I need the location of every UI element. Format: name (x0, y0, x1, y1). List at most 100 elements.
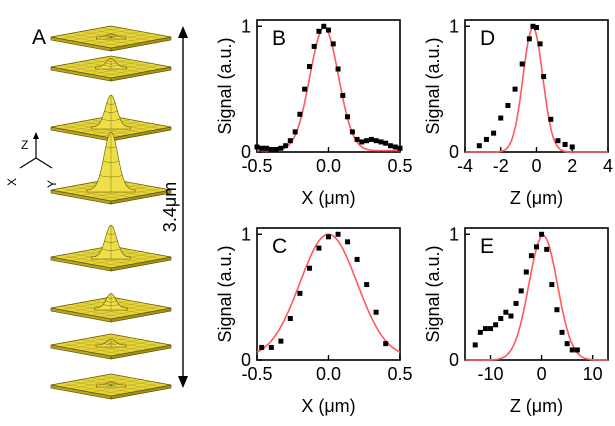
data-point (534, 25, 539, 31)
data-point (569, 347, 575, 353)
data-point (330, 41, 336, 47)
z-axis-arrowhead (33, 132, 39, 139)
x-tick-label: -2 (493, 156, 509, 176)
data-point (283, 143, 289, 149)
data-point (397, 145, 403, 151)
data-point (564, 341, 570, 347)
data-point (523, 269, 529, 275)
data-point (326, 234, 331, 240)
data-point (278, 338, 284, 344)
data-point (278, 145, 284, 151)
x-tick-label: 0.0 (316, 364, 341, 384)
data-point (574, 347, 580, 353)
slice-grid-line (100, 343, 162, 355)
panel-letter: E (480, 235, 494, 258)
data-point (359, 139, 365, 145)
data-point (297, 290, 303, 296)
data-point (287, 316, 293, 322)
data-point (268, 146, 274, 152)
data-point (368, 136, 374, 142)
data-point (383, 140, 389, 146)
data-point (354, 136, 360, 142)
data-point (316, 28, 322, 34)
x-tick-label: 0 (531, 156, 541, 176)
slice-grid-line (100, 188, 162, 200)
data-point (539, 231, 545, 237)
plot-frame (464, 227, 609, 361)
y-tick-label: 1 (241, 224, 251, 244)
plot-d: -4 -2 0 2 4 0 1 Z (μm) Signal (a.u.) D (423, 16, 613, 208)
slice-grid-line (100, 65, 162, 77)
data-point (292, 129, 298, 135)
data-point (316, 245, 322, 251)
data-point (508, 313, 514, 319)
data-point (373, 309, 379, 315)
x-axis-title: X (μm) (301, 188, 355, 208)
x-axis-title: Z (μm) (510, 396, 563, 416)
data-point (387, 143, 393, 149)
data-point (311, 43, 317, 49)
y-tick-label: 1 (449, 16, 459, 36)
data-point (259, 145, 265, 151)
y-axis-title: Signal (a.u.) (423, 245, 443, 342)
data-point (498, 316, 504, 322)
scale-arrow: 3.4μm (160, 26, 188, 388)
slice-grid-line (100, 35, 162, 47)
data-point (273, 146, 279, 152)
data-point (541, 74, 547, 80)
surface-slice (50, 373, 172, 400)
x-tick-label: 0.5 (387, 156, 412, 176)
x-tick-label: 0.5 (387, 364, 412, 384)
data-point (477, 329, 483, 335)
data-point (498, 115, 504, 121)
data-point (349, 129, 355, 135)
slice-grid-line (100, 255, 162, 267)
x-tick-label: -4 (457, 156, 473, 176)
panel-letter: C (272, 235, 287, 258)
data-point (554, 307, 560, 313)
data-point (476, 143, 482, 149)
plot-e: -10 0 10 0 1 Z (μm) Signal (a.u.) E (423, 224, 609, 416)
data-point (493, 322, 499, 328)
z-axis-label: Z (21, 138, 28, 152)
panel-a-letter: A (32, 26, 46, 49)
x-tick-label: 0.0 (316, 156, 341, 176)
plot-c: -0.5 0.0 0.5 0 1 X (μm) Signal (a.u.) C (215, 224, 413, 416)
y-axis-title: Signal (a.u.) (215, 245, 235, 342)
data-point (528, 253, 534, 259)
data-point (530, 23, 536, 29)
data-point (392, 144, 398, 150)
surface-slice (50, 224, 172, 272)
data-point (526, 36, 532, 42)
data-point (302, 86, 308, 92)
x-tick-label: 0 (537, 364, 547, 384)
panel-a: A Z X Y 3.4μm (5, 25, 188, 400)
y-tick-label: 0 (449, 350, 459, 370)
data-point (264, 145, 270, 151)
x-tick-label: -10 (478, 364, 504, 384)
x-tick-label: 2 (567, 156, 577, 176)
data-point (519, 61, 525, 67)
x-tick-label: -0.5 (241, 156, 272, 176)
data-point (268, 344, 274, 350)
data-point (472, 342, 478, 348)
data-point (483, 136, 489, 142)
data-point (287, 138, 293, 144)
data-point (254, 144, 260, 150)
x-axis-title: Z (μm) (510, 188, 563, 208)
data-point (488, 326, 494, 332)
data-point (259, 344, 265, 350)
data-point (505, 102, 511, 108)
scale-label: 3.4μm (160, 182, 180, 232)
data-point (512, 86, 518, 92)
data-point (306, 265, 312, 271)
x-axis-arrow (19, 157, 37, 169)
data-point (373, 138, 379, 144)
surface-slice (50, 293, 172, 323)
axis-triad: Z X Y (5, 132, 59, 188)
y-axis-label: Y (45, 180, 59, 188)
data-point (549, 282, 555, 288)
data-point (491, 130, 497, 136)
data-point (335, 66, 341, 72)
